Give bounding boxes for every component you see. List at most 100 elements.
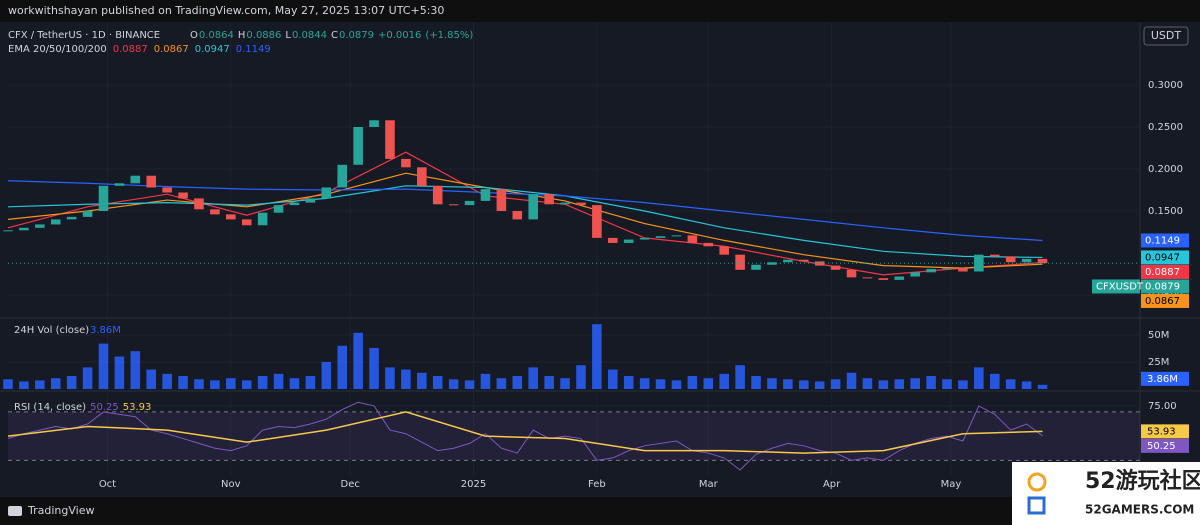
chart-layer: Oct Nov Dec 2025 Feb Mar Apr May 0.3000 0.2500 0.2…	[3, 22, 1189, 490]
ohlc-value: 0.0864	[199, 30, 234, 41]
volume-bar	[767, 378, 777, 389]
candle	[719, 246, 729, 255]
candle	[19, 227, 29, 231]
currency-button[interactable]	[1143, 26, 1189, 46]
candle	[114, 183, 125, 186]
candle	[35, 224, 45, 228]
candle	[257, 212, 268, 226]
volume-bar	[799, 380, 809, 389]
volume-bar	[719, 373, 729, 389]
volume-bar	[687, 376, 698, 389]
ohlc-letter: L	[285, 30, 291, 41]
x-tick-label: Dec	[341, 479, 360, 490]
price-tag-label: 0.0867	[1145, 296, 1180, 307]
candle	[512, 211, 523, 220]
pane-title: RSI (14, close)	[14, 402, 86, 413]
candle	[194, 198, 204, 210]
volume-bar	[655, 379, 666, 389]
candle	[1005, 256, 1016, 263]
candle	[305, 198, 316, 203]
candle	[417, 167, 427, 186]
indicator-title: EMA 20/50/100/200	[8, 44, 107, 55]
rsi-line	[7, 401, 1043, 471]
candle	[528, 194, 538, 220]
watermark-title: 52游玩社区	[1085, 468, 1200, 494]
candle	[1021, 258, 1032, 263]
ohlc-value: 0.0886	[246, 30, 281, 41]
volume-bar	[751, 376, 761, 389]
volume-bar	[35, 380, 45, 389]
watermark-icon	[1027, 472, 1047, 492]
volume-bar	[194, 379, 204, 389]
ohlc-letter: O	[190, 30, 198, 41]
ohlc-value: 0.0844	[292, 30, 327, 41]
volume-bar	[162, 373, 172, 389]
rsi-tag-label: 53.93	[1147, 426, 1176, 437]
ema-value: 0.0887	[113, 44, 148, 55]
ema-line	[7, 180, 1043, 242]
candle	[448, 204, 459, 206]
x-tick-label: Nov	[221, 479, 241, 490]
candle	[846, 269, 857, 278]
volume-tag	[1141, 371, 1189, 386]
y-tick-label: 0.2500	[1148, 122, 1183, 133]
volume-bar	[512, 376, 523, 389]
y-tick-label: 0.3000	[1148, 80, 1183, 91]
volume-current: 3.86M	[90, 325, 121, 336]
y-tick-label: 50M	[1148, 330, 1169, 341]
volume-bar	[846, 372, 857, 389]
volume-bar	[146, 369, 157, 389]
candle	[3, 230, 13, 232]
volume-bar	[623, 376, 634, 389]
volume-bar	[130, 351, 141, 389]
volume-bar	[464, 380, 475, 389]
volume-bar	[226, 378, 236, 389]
volume-bar	[671, 380, 682, 389]
volume-bar	[783, 379, 793, 389]
volume-bar	[958, 380, 968, 389]
candle	[1037, 258, 1048, 264]
candle	[210, 209, 220, 215]
candle	[289, 202, 300, 206]
candle	[273, 205, 284, 213]
x-tick-label: Oct	[99, 479, 116, 490]
volume-bar	[114, 356, 125, 389]
x-tick-label: Mar	[699, 479, 719, 490]
candle	[639, 237, 650, 240]
volume-bar	[608, 369, 618, 389]
candle	[464, 200, 475, 206]
price-tag	[1141, 293, 1189, 308]
candle	[926, 268, 936, 273]
candle	[958, 268, 968, 272]
volume-bar	[974, 367, 984, 389]
x-tick-label: May	[941, 479, 962, 490]
y-tick-label: 0.2000	[1148, 164, 1183, 175]
candle	[146, 175, 157, 188]
candle	[878, 278, 889, 280]
candle	[799, 259, 809, 262]
candle	[783, 259, 793, 263]
volume-bar	[576, 365, 586, 389]
candle	[369, 120, 379, 127]
top-bar	[0, 0, 1200, 22]
price-tag	[1141, 233, 1189, 248]
candle	[385, 120, 395, 159]
candle	[560, 202, 570, 205]
footer-bar	[0, 497, 1200, 525]
ema-value: 0.1149	[236, 44, 271, 55]
candle	[337, 164, 347, 188]
candle	[82, 211, 93, 217]
volume-bar	[401, 369, 411, 389]
change: +0.0016	[378, 30, 421, 41]
symbol-tag-label: CFXUSDT	[1096, 281, 1144, 292]
currency-button-label[interactable]: USDT	[1151, 29, 1182, 42]
candle	[480, 189, 491, 201]
ohlc-value: 0.0879	[339, 30, 374, 41]
footer-brand: TradingView	[27, 504, 94, 517]
volume-bar	[19, 381, 29, 389]
candle	[321, 187, 332, 199]
volume-bar	[98, 343, 109, 389]
